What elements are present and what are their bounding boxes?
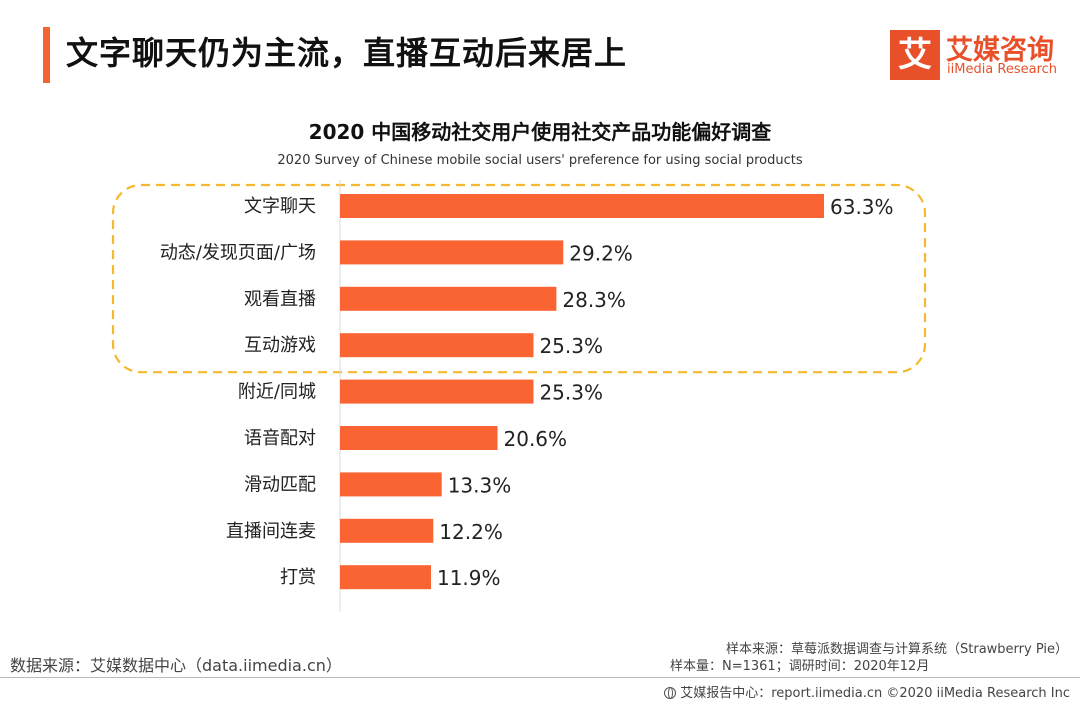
bar — [340, 286, 557, 311]
data-source: 数据来源：艾媒数据中心（data.iimedia.cn） — [10, 656, 342, 675]
value-label: 29.2% — [569, 241, 633, 265]
bar — [340, 518, 434, 543]
value-label: 12.2% — [439, 520, 503, 544]
bar — [340, 240, 564, 265]
highlight-box — [111, 183, 927, 374]
logo-name-cn: 艾媒咨询 — [946, 35, 1054, 66]
category-label: 直播间连麦 — [226, 521, 316, 542]
category-label: 滑动匹配 — [244, 474, 316, 495]
chart-title: 2020 中国移动社交用户使用社交产品功能偏好调查 — [308, 120, 772, 144]
brand-logo: 艾 艾媒咨询 iiMedia Research — [890, 30, 1065, 82]
category-label: 附近/同城 — [238, 382, 316, 403]
bar — [340, 472, 442, 497]
value-label: 63.3% — [830, 195, 894, 219]
category-label: 文字聊天 — [244, 196, 316, 217]
category-label: 动态/发现页面/广场 — [160, 242, 316, 263]
bar — [340, 194, 824, 218]
sample-source: 样本来源：草莓派数据调查与计算系统（Strawberry Pie） — [726, 642, 1068, 657]
sample-info: 样本量：N=1361；调研时间：2020年12月 — [670, 659, 930, 674]
category-label: 打赏 — [280, 567, 316, 588]
logo-mark-icon: 艾 — [890, 30, 940, 80]
globe-icon — [664, 687, 677, 699]
footer-divider — [0, 677, 1080, 678]
bar-chart: 文字聊天 63.3% 动态/发现页面/广场 29.2% 观看直播 28.3% 互动游戏 25.… — [111, 180, 927, 612]
value-label: 13.3% — [448, 473, 512, 497]
category-label: 观看直播 — [244, 289, 316, 310]
title-accent-bar — [43, 27, 50, 83]
bar — [340, 426, 498, 450]
bar — [340, 333, 534, 358]
value-label: 28.3% — [562, 288, 626, 312]
bar — [340, 379, 534, 404]
bar — [340, 565, 431, 590]
category-label: 互动游戏 — [244, 335, 316, 356]
logo-name-en: iiMedia Research — [947, 62, 1058, 77]
footer-text: 艾媒报告中心：report.iimedia.cn ©2020 iiMedia R… — [680, 686, 1070, 701]
chart-subtitle: 2020 Survey of Chinese mobile social use… — [277, 153, 803, 168]
value-label: 11.9% — [437, 566, 501, 590]
page-title: 文字聊天仍为主流，直播互动后来居上 — [66, 34, 628, 72]
value-label: 25.3% — [539, 334, 603, 358]
footer: 艾媒报告中心：report.iimedia.cn ©2020 iiMedia R… — [664, 682, 1070, 701]
value-label: 25.3% — [539, 381, 603, 405]
category-label: 语音配对 — [244, 428, 316, 449]
value-label: 20.6% — [504, 427, 568, 451]
